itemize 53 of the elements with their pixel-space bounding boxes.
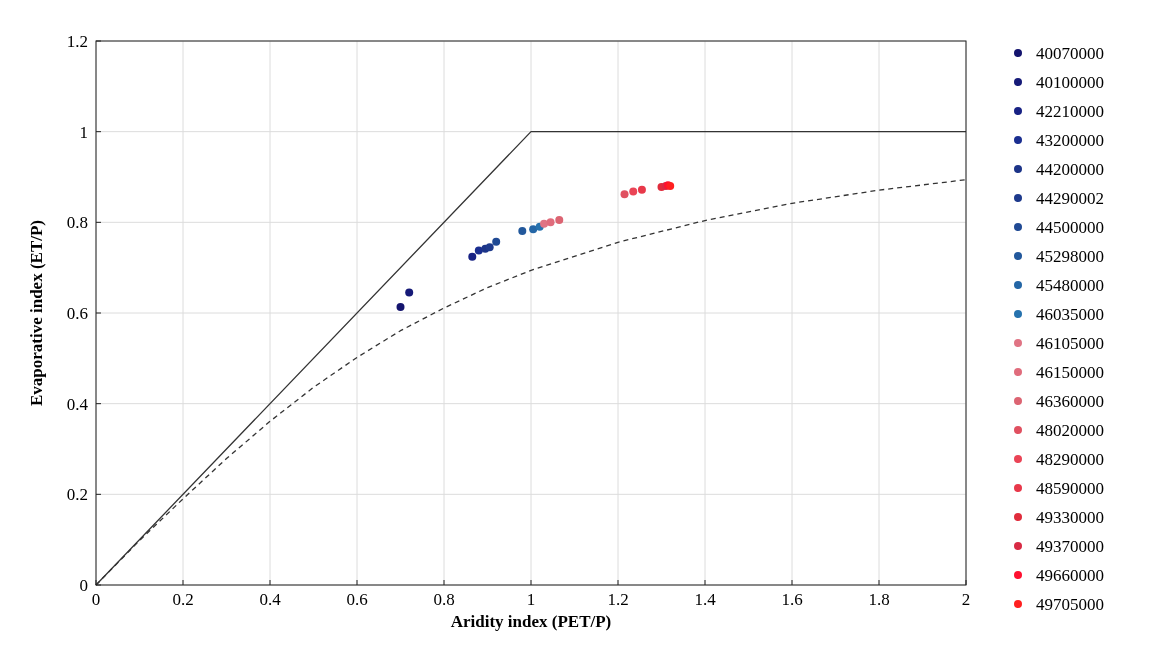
- legend-label: 49660000: [1036, 566, 1104, 585]
- legend-label: 48590000: [1036, 479, 1104, 498]
- x-tick-label: 0: [91, 590, 101, 609]
- legend-label: 44500000: [1036, 218, 1104, 237]
- y-tick-label: 0.4: [66, 394, 89, 414]
- x-tick-label: 1: [526, 590, 536, 609]
- legend-label: 42210000: [1036, 102, 1104, 121]
- legend-label: 49370000: [1036, 537, 1104, 556]
- x-tick-label: 0.4: [259, 590, 282, 609]
- legend-label: 44290002: [1036, 189, 1104, 208]
- y-tick-label: 1.2: [66, 32, 88, 51]
- legend-label: 48020000: [1036, 421, 1104, 440]
- x-tick-label: 0.2: [172, 590, 194, 609]
- legend-label: 45480000: [1036, 276, 1104, 295]
- point: [540, 219, 549, 228]
- legend-label: 40070000: [1036, 44, 1104, 63]
- x-tick-label: 0.6: [346, 590, 368, 609]
- y-tick-label: 0: [79, 576, 88, 595]
- x-tick-label: 2: [961, 590, 971, 609]
- legend-label: 45298000: [1036, 247, 1104, 266]
- point: [637, 185, 646, 194]
- point: [468, 252, 477, 261]
- x-tick-label: 1.6: [781, 590, 803, 609]
- legend-label: 46035000: [1036, 305, 1104, 324]
- point: [546, 218, 555, 227]
- y-tick-label: 0.2: [66, 485, 88, 505]
- legend-label: 49705000: [1036, 595, 1104, 614]
- point: [529, 225, 538, 234]
- legend-label: 46150000: [1036, 363, 1104, 382]
- y-tick-label: 0.6: [66, 304, 88, 323]
- point: [620, 190, 629, 199]
- x-axis-title: Aridity index (PET/P): [450, 612, 612, 631]
- legend-label: 48290000: [1036, 450, 1104, 469]
- point: [629, 187, 638, 196]
- y-tick-label: 0.8: [66, 213, 88, 233]
- legend-label: 44200000: [1036, 160, 1104, 179]
- x-tick-label: 0.8: [433, 590, 455, 609]
- legend-label: 49330000: [1036, 508, 1104, 527]
- point: [518, 226, 527, 235]
- legend-label: 46105000: [1036, 334, 1104, 353]
- legend-label: 43200000: [1036, 131, 1104, 150]
- point: [405, 288, 414, 297]
- legend-label: 40100000: [1036, 73, 1104, 92]
- point: [396, 303, 405, 312]
- x-tick-label: 1.8: [868, 590, 890, 609]
- point: [492, 237, 501, 246]
- point: [485, 243, 494, 252]
- y-tick-label: 1: [79, 122, 88, 142]
- x-tick-label: 1.4: [694, 590, 717, 609]
- x-tick-label: 1.2: [607, 590, 629, 609]
- point: [555, 216, 564, 225]
- y-axis-title: Evaporative index (ET/P): [27, 219, 46, 407]
- legend-label: 46360000: [1036, 392, 1104, 411]
